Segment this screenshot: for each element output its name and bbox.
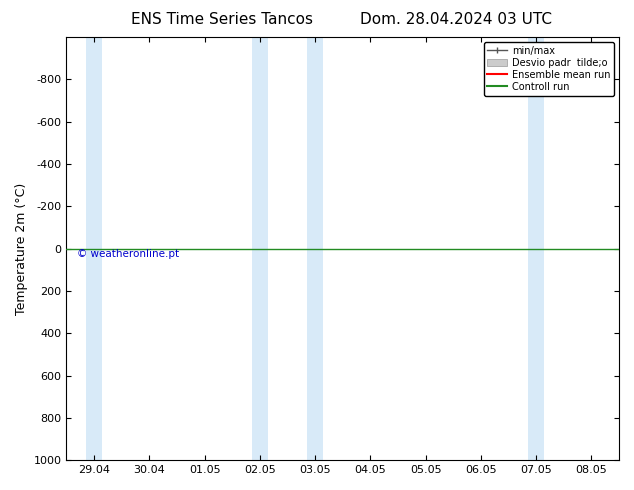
Y-axis label: Temperature 2m (°C): Temperature 2m (°C): [15, 182, 28, 315]
Bar: [86, 37, 102, 460]
Bar: [307, 37, 323, 460]
Text: Dom. 28.04.2024 03 UTC: Dom. 28.04.2024 03 UTC: [361, 12, 552, 27]
Text: ENS Time Series Tancos: ENS Time Series Tancos: [131, 12, 313, 27]
Text: © weatheronline.pt: © weatheronline.pt: [77, 249, 179, 259]
Bar: [528, 37, 545, 460]
Legend: min/max, Desvio padr  tilde;o, Ensemble mean run, Controll run: min/max, Desvio padr tilde;o, Ensemble m…: [484, 42, 614, 96]
Bar: [252, 37, 268, 460]
